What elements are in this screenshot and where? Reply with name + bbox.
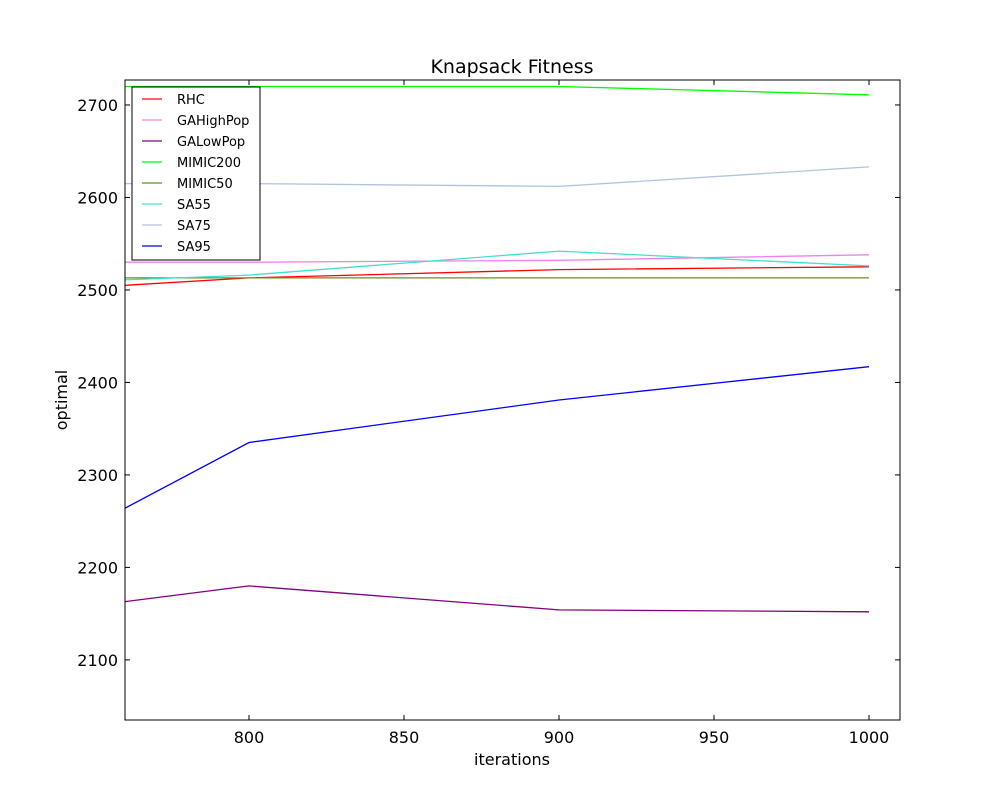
legend: RHC GAHighPop GALowPop MIMIC200 MIMIC50 SA55 S… bbox=[131, 86, 261, 261]
legend-label: RHC bbox=[177, 93, 205, 108]
x-tick-label: 800 bbox=[234, 728, 265, 747]
x-tick-label: 1000 bbox=[849, 728, 890, 747]
legend-label: GAHighPop bbox=[177, 114, 249, 129]
y-axis-label: optimal bbox=[52, 370, 71, 431]
legend-label: GALowPop bbox=[177, 135, 245, 150]
legend-label: MIMIC200 bbox=[177, 156, 241, 171]
y-tick-label: 2500 bbox=[77, 281, 118, 300]
y-tick-label: 2100 bbox=[77, 651, 118, 670]
series-line-sa95 bbox=[124, 366, 870, 509]
tick-layer: 800 850 900 950 1000 2100 2200 2300 2400 2500 2600… bbox=[77, 80, 900, 747]
x-tick-label: 900 bbox=[544, 728, 575, 747]
x-tick-label: 950 bbox=[699, 728, 730, 747]
series-line-gahighpop bbox=[125, 254, 870, 263]
y-tick-label: 2300 bbox=[77, 466, 118, 485]
x-axis-label: iterations bbox=[474, 750, 550, 769]
series-line-galowpop bbox=[124, 585, 870, 613]
y-tick-label: 2600 bbox=[77, 188, 118, 207]
y-tick-label: 2200 bbox=[77, 558, 118, 577]
legend-label: SA75 bbox=[177, 219, 211, 234]
legend-label: SA95 bbox=[177, 240, 211, 255]
chart-title: Knapsack Fitness bbox=[430, 56, 593, 78]
series-line-sa55 bbox=[124, 250, 870, 281]
legend-box bbox=[131, 86, 261, 261]
y-tick-label: 2700 bbox=[77, 96, 118, 115]
y-tick-label: 2400 bbox=[77, 373, 118, 392]
legend-label: SA55 bbox=[177, 198, 211, 213]
legend-label: MIMIC50 bbox=[177, 177, 233, 192]
x-tick-label: 850 bbox=[389, 728, 420, 747]
series-line-rhc bbox=[124, 266, 870, 286]
plot-frame bbox=[124, 79, 901, 721]
